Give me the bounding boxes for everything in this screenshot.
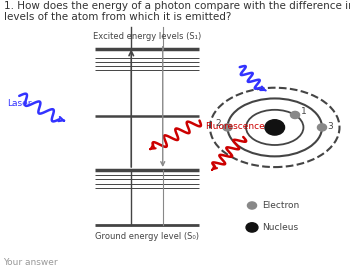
- Text: 3: 3: [328, 122, 333, 131]
- Text: Laser: Laser: [7, 99, 31, 108]
- Circle shape: [246, 223, 258, 232]
- Text: 2: 2: [215, 119, 221, 128]
- Circle shape: [223, 124, 232, 131]
- Text: levels of the atom from which it is emitted?: levels of the atom from which it is emit…: [4, 12, 231, 21]
- Text: Electron: Electron: [262, 201, 300, 210]
- Text: Ground energy level (S₀): Ground energy level (S₀): [95, 232, 199, 241]
- Circle shape: [317, 124, 327, 131]
- Text: Fluorescence: Fluorescence: [205, 122, 265, 131]
- Text: 1: 1: [301, 107, 306, 116]
- Text: Excited energy levels (S₁): Excited energy levels (S₁): [93, 32, 201, 41]
- Circle shape: [247, 202, 257, 209]
- Circle shape: [265, 120, 285, 135]
- Circle shape: [290, 112, 300, 119]
- Text: Nucleus: Nucleus: [262, 223, 299, 232]
- Text: 1. How does the energy of a photon compare with the difference in energy: 1. How does the energy of a photon compa…: [4, 1, 350, 11]
- Text: Your answer: Your answer: [4, 258, 58, 267]
